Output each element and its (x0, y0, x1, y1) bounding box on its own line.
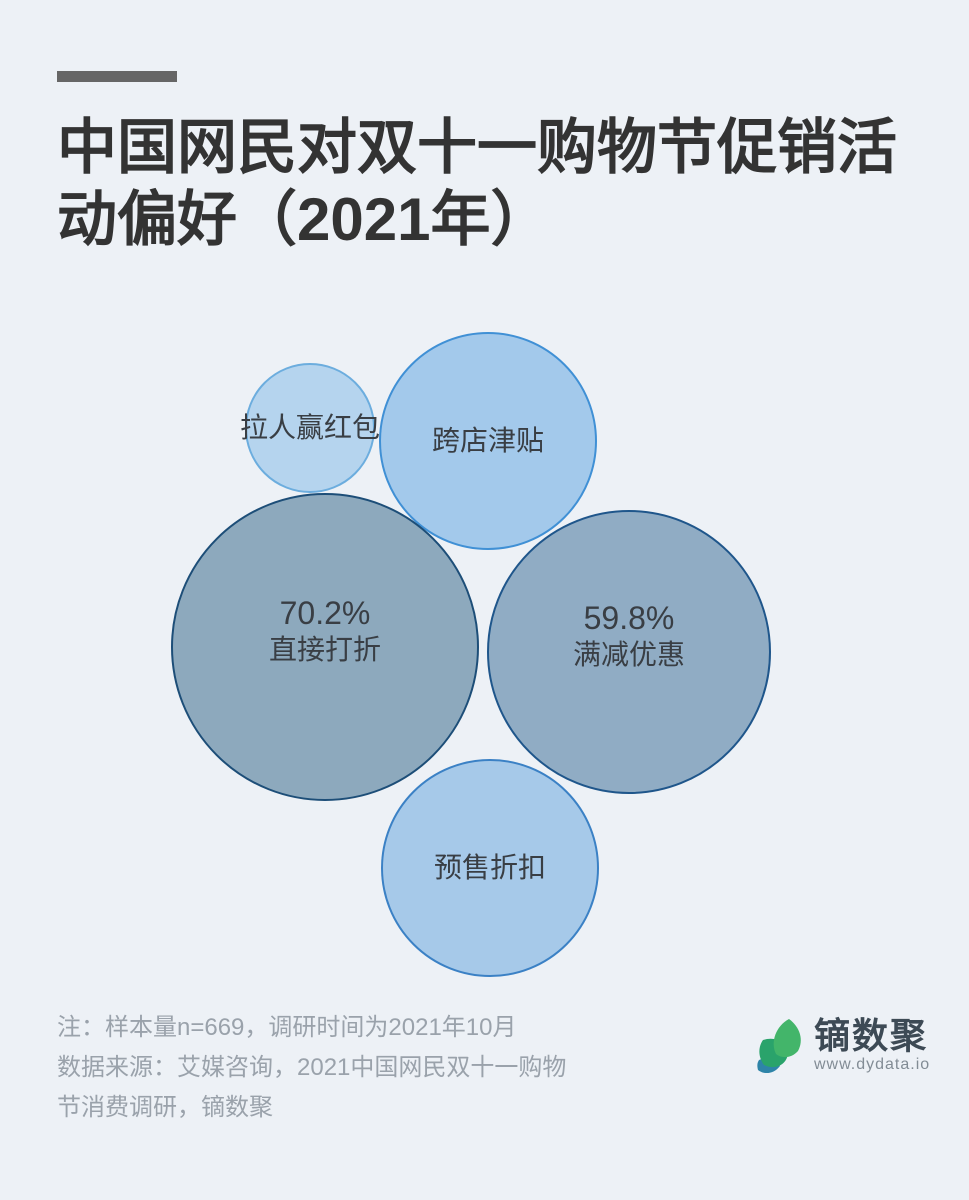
title-accent-bar (57, 71, 177, 82)
bubble-value-direct-discount: 70.2% (279, 595, 371, 631)
footer-note: 注：样本量n=669，调研时间为2021年10月 数据来源：艾媒咨询，2021中… (57, 1008, 566, 1128)
page-title-line-1: 中国网民对双十一购物节促销活 (57, 114, 897, 181)
bubble-name-cross-store-subsidy: 跨店津贴 (431, 425, 545, 456)
logo-name: 镝数聚 (814, 1015, 929, 1056)
bubble-spend-threshold-discount (487, 510, 771, 794)
footer-note-line-2: 数据来源：艾媒咨询，2021中国网民双十一购物 (57, 1054, 567, 1081)
bubble-name-presale-discount: 预售折扣 (433, 852, 547, 883)
bubble-label-direct-discount: 70.2% 直接打折 (269, 594, 381, 668)
bubble-value-spend-threshold-discount: 59.8% (583, 600, 675, 636)
leaf-icon (757, 1019, 801, 1074)
bubble-label-invite-red-packet: 拉人赢红包 (240, 410, 380, 446)
bubble-name-spend-threshold-discount: 满减优惠 (572, 639, 686, 670)
footer-note-line-3: 节消费调研，镝数聚 (57, 1094, 273, 1121)
page-title-line-2: 动偏好（2021年） (57, 186, 551, 253)
bubble-label-cross-store-subsidy: 跨店津贴 (432, 423, 544, 459)
footer-note-line-1: 注：样本量n=669，调研时间为2021年10月 (57, 1014, 517, 1041)
bubble-direct-discount (171, 493, 479, 801)
leaf-top-green (773, 1019, 801, 1058)
brand-logo: 镝数聚 www.dydata.io (756, 1016, 930, 1076)
bubble-invite-red-packet (245, 363, 375, 493)
bubble-label-presale-discount: 预售折扣 (434, 850, 546, 886)
bubble-presale-discount (381, 759, 599, 977)
bubble-name-invite-red-packet: 拉人赢红包 (239, 412, 381, 443)
logo-url: www.dydata.io (814, 1056, 931, 1073)
page-title: 中国网民对双十一购物节促销活 动偏好（2021年） (57, 112, 897, 256)
logo-text-block: 镝数聚 www.dydata.io (814, 1016, 930, 1074)
bubble-name-direct-discount: 直接打折 (268, 634, 382, 665)
bubble-label-spend-threshold-discount: 59.8% 满减优惠 (573, 599, 685, 673)
bubble-cross-store-subsidy (379, 332, 597, 550)
